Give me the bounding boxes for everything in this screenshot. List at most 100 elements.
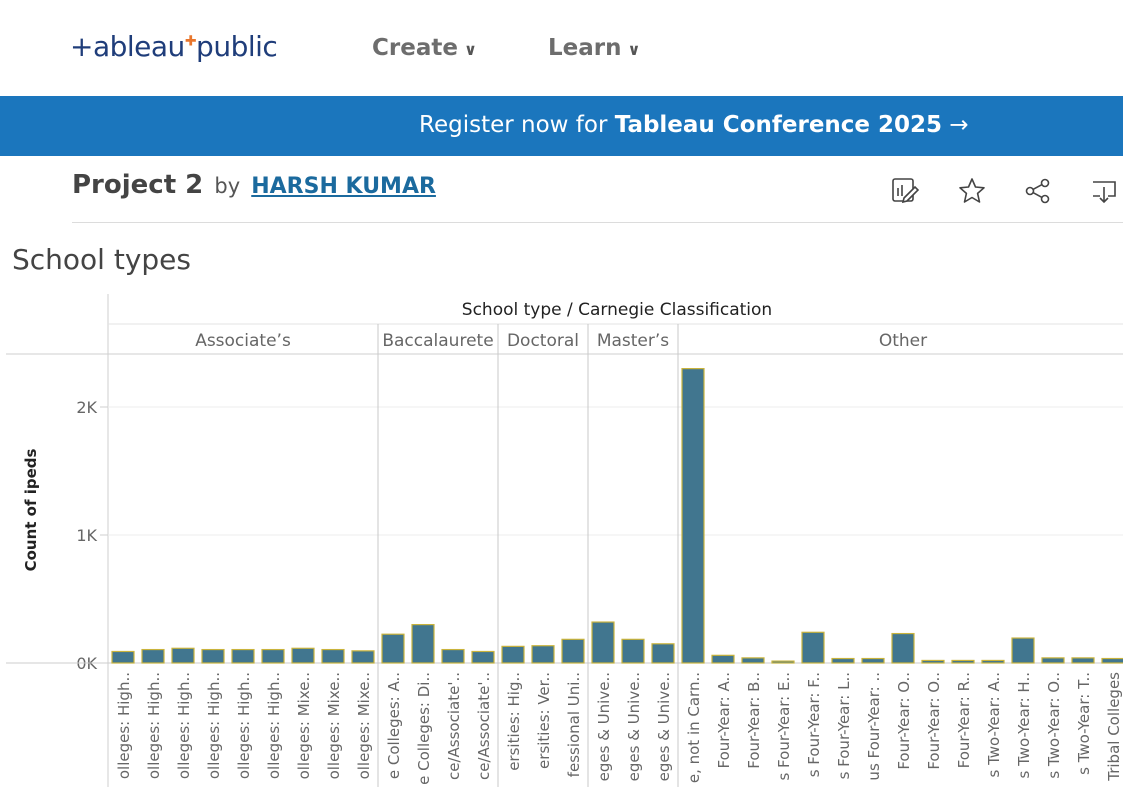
x-tick-label: olleges: High.. <box>235 672 253 779</box>
header-divider <box>72 222 1123 223</box>
x-tick-label: Four-Year: B.. <box>745 672 763 769</box>
bar <box>981 659 1005 664</box>
x-tick-label: olleges: High.. <box>265 672 283 779</box>
bar <box>561 638 585 664</box>
bar <box>651 643 675 664</box>
bar <box>291 647 315 664</box>
bar <box>441 648 465 664</box>
x-tick-label: olleges: Mixe.. <box>325 672 343 779</box>
x-tick-label: e, not in Carn.. <box>685 672 703 783</box>
bar <box>1071 657 1095 664</box>
bar-chart: School type / Carnegie Classification0K1… <box>6 294 1123 787</box>
x-tick-label: eges & Unive.. <box>595 672 613 781</box>
bar <box>501 645 525 664</box>
viz-by: by <box>214 174 241 198</box>
share-icon[interactable] <box>1023 176 1053 206</box>
x-tick-label: s Two-Year: A.. <box>985 672 1003 777</box>
bar <box>471 650 495 664</box>
bar <box>381 633 405 664</box>
create-menu[interactable]: Create ∨ <box>372 35 477 61</box>
x-tick-label: ce/Associate'.. <box>445 672 463 780</box>
learn-menu-label: Learn <box>548 35 622 61</box>
x-tick-label: olleges: High.. <box>145 672 163 779</box>
x-tick-label: Four-Year: A.. <box>715 672 733 768</box>
group-header: Associate’s <box>195 331 291 351</box>
logo-cross-icon: ✚ <box>184 33 197 50</box>
chevron-down-icon: ∨ <box>627 40 641 59</box>
bar <box>261 648 285 664</box>
download-icon[interactable] <box>1089 176 1119 206</box>
x-tick-label: e Colleges: Di.. <box>415 672 433 785</box>
bar <box>1011 637 1035 664</box>
group-header: Master’s <box>597 331 669 351</box>
x-tick-label: olleges: Mixe.. <box>355 672 373 779</box>
x-tick-label: eges & Unive.. <box>655 672 673 781</box>
group-header: Other <box>879 331 927 351</box>
y-tick-label: 1K <box>76 526 97 545</box>
x-tick-label: e Colleges: A.. <box>385 672 403 779</box>
bar <box>681 367 705 664</box>
bar <box>141 648 165 664</box>
conference-banner-link[interactable]: Register now for Tableau Conference 2025… <box>419 112 969 138</box>
chevron-down-icon: ∨ <box>463 40 477 59</box>
bar <box>351 650 375 664</box>
bar <box>1041 657 1065 664</box>
top-navigation: +ableau✚public Create ∨ Learn ∨ <box>0 0 1123 96</box>
conference-banner: Register now for Tableau Conference 2025… <box>0 96 1123 156</box>
x-tick-label: s Two-Year: H.. <box>1015 672 1033 779</box>
bar <box>231 648 255 664</box>
learn-menu[interactable]: Learn ∨ <box>548 35 641 61</box>
x-tick-label: olleges: Mixe.. <box>295 672 313 779</box>
chart-title: School type / Carnegie Classification <box>462 300 772 320</box>
bar <box>801 631 825 664</box>
bar <box>951 659 975 664</box>
bar <box>531 645 555 664</box>
x-tick-label: s Four-Year: L.. <box>835 672 853 779</box>
bar <box>621 638 645 664</box>
bar <box>711 654 735 664</box>
bar <box>591 621 615 664</box>
logo-wordmark-right: public <box>196 30 278 63</box>
x-tick-label: olleges: High.. <box>205 672 223 779</box>
x-tick-label: Tribal Colleges <box>1105 672 1123 782</box>
x-tick-label: s Two-Year: T.. <box>1075 672 1093 775</box>
viz-header: Project 2 by HARSH KUMAR <box>72 170 436 200</box>
bar <box>201 648 225 664</box>
bar <box>741 657 765 664</box>
x-tick-label: eges & Unive.. <box>625 672 643 781</box>
bar <box>411 624 435 664</box>
x-tick-label: us Four-Year: .. <box>865 672 883 781</box>
star-icon[interactable] <box>957 176 987 206</box>
x-tick-label: Four-Year: O.. <box>895 672 913 770</box>
y-axis-label: Count of ipeds <box>22 449 40 572</box>
x-tick-label: Four-Year: R.. <box>955 672 973 768</box>
x-tick-label: ersities: Ver.. <box>535 672 553 769</box>
x-tick-label: Four-Year: O.. <box>925 672 943 770</box>
viz-title: Project 2 <box>72 170 204 200</box>
group-header: Baccalaurete <box>382 331 493 351</box>
banner-highlight: Tableau Conference 2025 <box>614 112 943 138</box>
bar <box>861 657 885 664</box>
create-menu-label: Create <box>372 35 458 61</box>
bar <box>921 659 945 664</box>
bar <box>321 648 345 664</box>
arrow-right-icon: → <box>949 112 969 138</box>
bar <box>831 657 855 664</box>
x-tick-label: olleges: High.. <box>175 672 193 779</box>
x-tick-label: fessional Uni.. <box>565 672 583 777</box>
x-tick-label: s Four-Year: F.. <box>805 672 823 777</box>
bar <box>111 650 135 664</box>
banner-prefix: Register now for <box>419 112 615 138</box>
logo-wordmark-left: +ableau <box>70 30 185 63</box>
author-link[interactable]: HARSH KUMAR <box>251 174 436 199</box>
bar <box>1101 657 1123 664</box>
x-tick-label: ersities: Hig.. <box>505 672 523 771</box>
bar <box>171 647 195 664</box>
y-tick-label: 2K <box>76 398 97 417</box>
x-tick-label: s Four-Year: E.. <box>775 672 793 781</box>
edit-icon[interactable] <box>890 176 920 206</box>
bar <box>891 632 915 664</box>
tableau-public-logo[interactable]: +ableau✚public <box>70 30 278 63</box>
sheet-title: School types <box>12 243 191 276</box>
bar <box>771 660 795 664</box>
